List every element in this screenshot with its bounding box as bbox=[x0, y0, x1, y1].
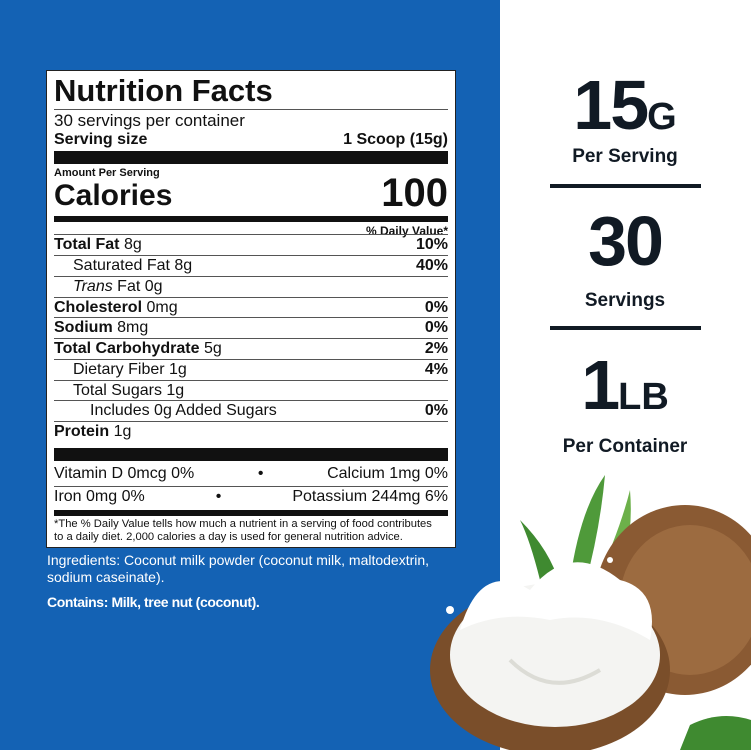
nutrient-daily-value: 0% bbox=[424, 402, 448, 419]
nutrient-row: Total Sugars 1g bbox=[54, 382, 448, 400]
stat-servings: 30 Servings bbox=[584, 202, 666, 311]
footnote-line: *The % Daily Value tells how much a nutr… bbox=[54, 518, 432, 530]
nutrient-name: Saturated Fat 8g bbox=[73, 257, 193, 274]
nutrient-daily-value: 4% bbox=[424, 361, 448, 378]
nutrient-row: Trans Fat 0g bbox=[54, 278, 448, 296]
nutrition-facts-label: Nutrition Facts 30 servings per containe… bbox=[46, 70, 456, 548]
nutrient-row: Protein 1g bbox=[54, 423, 448, 441]
nutrient-row: Cholesterol 0mg 0% bbox=[54, 299, 448, 317]
nutrient-row: Saturated Fat 8g 40% bbox=[54, 257, 448, 275]
ingredients-text: Ingredients: Coconut milk powder (coconu… bbox=[47, 552, 430, 585]
nutrient-name: Dietary Fiber 1g bbox=[73, 361, 187, 378]
nutrient-name: Cholesterol 0mg bbox=[54, 299, 178, 316]
nutrient-row: Sodium 8mg 0% bbox=[54, 319, 448, 337]
divider bbox=[550, 184, 701, 188]
nutrient-daily-value: 0% bbox=[424, 319, 448, 336]
nutrient-daily-value: 10% bbox=[415, 236, 448, 253]
amount-per-serving: Amount Per Serving bbox=[54, 167, 160, 179]
serving-size-value: 1 Scoop (15g) bbox=[343, 131, 448, 148]
nutrient-name: Includes 0g Added Sugars bbox=[90, 402, 277, 419]
nutrient-name: Total Sugars 1g bbox=[73, 382, 185, 399]
vitamin-row: Vitamin D 0mcg 0% • Calcium 1mg 0% bbox=[54, 465, 448, 482]
nutrient-name: Protein 1g bbox=[54, 423, 132, 440]
vitamin-row: Iron 0mg 0% • Potassium 244mg 6% bbox=[54, 488, 448, 505]
calories-label: Calories bbox=[54, 179, 173, 212]
nutrient-daily-value: 0% bbox=[424, 299, 448, 316]
nutrient-row: Total Carbohydrate 5g 2% bbox=[54, 340, 448, 358]
nutrient-row: Total Fat 8g 10% bbox=[54, 236, 448, 254]
nutrient-name: Total Fat 8g bbox=[54, 236, 142, 253]
nutrient-name: Sodium 8mg bbox=[54, 319, 149, 336]
divider bbox=[550, 326, 701, 330]
calories-value: 100 bbox=[381, 171, 448, 215]
stat-serving-size: 15G Per Serving bbox=[572, 66, 678, 167]
serving-size-label: Serving size bbox=[54, 131, 148, 148]
nutrient-row: Includes 0g Added Sugars 0% bbox=[54, 402, 448, 420]
label-title: Nutrition Facts bbox=[54, 73, 273, 108]
footnote-line: to a daily diet. 2,000 calories a day is… bbox=[54, 531, 403, 543]
nutrient-daily-value: 40% bbox=[415, 257, 448, 274]
coconut-milk-image bbox=[430, 475, 751, 750]
nutrient-name: Total Carbohydrate 5g bbox=[54, 340, 222, 357]
stat-weight: 1LB Per Container bbox=[562, 346, 688, 457]
allergen-text: Contains: Milk, tree nut (coconut). bbox=[47, 594, 260, 610]
nutrient-daily-value: 2% bbox=[424, 340, 448, 357]
nutrient-name: Trans Fat 0g bbox=[73, 278, 163, 295]
servings-per-container: 30 servings per container bbox=[54, 111, 245, 130]
nutrient-row: Dietary Fiber 1g 4% bbox=[54, 361, 448, 379]
